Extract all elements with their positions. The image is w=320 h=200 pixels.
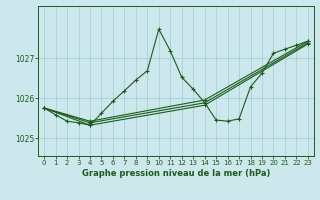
X-axis label: Graphe pression niveau de la mer (hPa): Graphe pression niveau de la mer (hPa) (82, 169, 270, 178)
